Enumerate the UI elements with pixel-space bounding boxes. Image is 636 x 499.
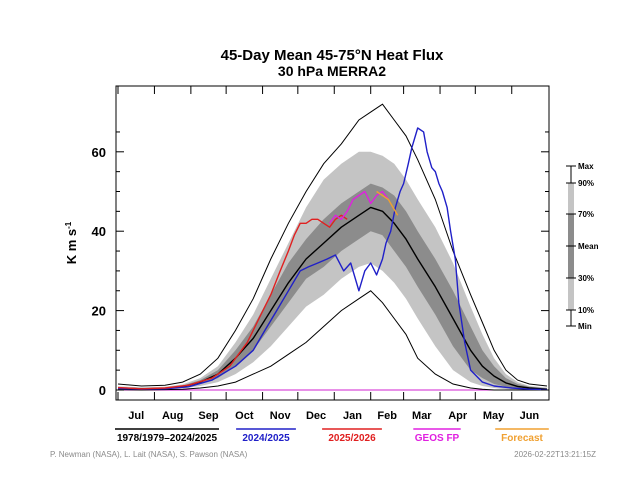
- y-axis-label-sup: -1: [64, 221, 73, 229]
- credits: P. Newman (NASA), L. Lait (NASA), S. Paw…: [50, 450, 248, 459]
- x-tick-label-jan: Jan: [343, 410, 362, 422]
- x-tick-label-jul: Jul: [128, 410, 144, 422]
- x-tick-label-aug: Aug: [162, 410, 183, 422]
- x-tick-label-nov: Nov: [270, 410, 292, 422]
- legend-label-3: GEOS FP: [415, 433, 460, 444]
- y-tick-label-1: 20: [92, 304, 106, 319]
- scale-band-2: [568, 278, 574, 310]
- y-tick-label-2: 40: [92, 224, 106, 239]
- percentile-scale: Max 90% 70% Mean 30% 10% Min: [566, 162, 599, 331]
- plot-frame: [115, 85, 550, 401]
- y-axis-label-text: K m s: [64, 229, 79, 264]
- chart-title: 45-Day Mean 45-75°N Heat Flux: [221, 47, 444, 64]
- x-tick-label-dec: Dec: [306, 410, 326, 422]
- scale-band-0: [568, 183, 574, 214]
- scale-label-2: 70%: [578, 210, 594, 219]
- x-tick-label-jun: Jun: [520, 410, 540, 422]
- series-line-0: [117, 206, 548, 390]
- climatology-min-line: [117, 290, 547, 391]
- climatology-max-line: [117, 103, 548, 387]
- legend-label-2: 2025/2026: [328, 433, 376, 444]
- y-tick-label-3: 60: [92, 145, 106, 160]
- scale-label-6: Min: [578, 322, 592, 331]
- legend-label-4: Forecast: [501, 433, 543, 444]
- series-lines: [116, 103, 549, 391]
- scale-label-4: 30%: [578, 274, 594, 283]
- scale-label-5: 10%: [578, 306, 594, 315]
- scale-label-0: Max: [578, 162, 594, 171]
- x-tick-label-may: May: [483, 410, 505, 422]
- y-tick-label-0: 0: [99, 383, 106, 398]
- y-axis: 0 20 40 60: [92, 131, 549, 398]
- series-line-3: [329, 190, 389, 224]
- x-tick-label-feb: Feb: [377, 410, 397, 422]
- x-tick-label-apr: Apr: [448, 410, 468, 422]
- scale-label-1: 90%: [578, 179, 594, 188]
- legend-label-1: 2024/2025: [242, 433, 290, 444]
- band-30-70: [118, 183, 547, 390]
- x-axis: Jul Aug Sep Oct Nov Dec Jan Feb Mar Apr May Jun: [117, 86, 540, 422]
- legend: 1978/1979–2024/2025 2024/2025 2025/2026 GEO…: [115, 428, 549, 444]
- x-tick-label-oct: Oct: [235, 410, 254, 422]
- timestamp: 2026-02-22T13:21:15Z: [514, 450, 596, 459]
- scale-label-3: Mean: [578, 242, 599, 251]
- band-10-90: [118, 151, 547, 390]
- x-tick-label-mar: Mar: [412, 410, 432, 422]
- series-line-1: [117, 127, 548, 391]
- chart-subtitle: 30 hPa MERRA2: [278, 63, 386, 79]
- percentile-bands: [118, 151, 547, 390]
- series-line-2: [117, 214, 348, 390]
- y-axis-label: K m s-1: [64, 221, 79, 264]
- x-tick-label-sep: Sep: [198, 410, 218, 422]
- series-line-4: [376, 190, 399, 216]
- legend-label-0: 1978/1979–2024/2025: [117, 433, 218, 444]
